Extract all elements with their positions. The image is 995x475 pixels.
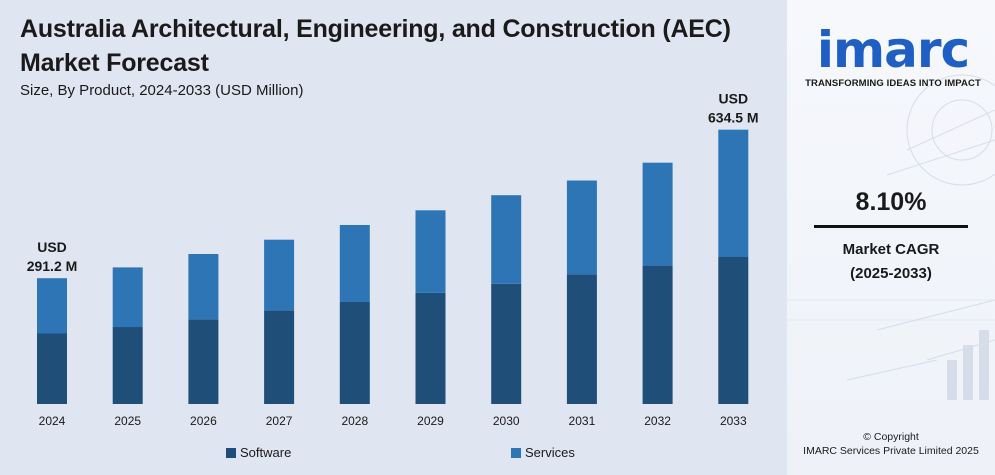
legend-swatch-software (226, 447, 236, 458)
bar-software-2024 (37, 333, 67, 404)
chart-panel: Australia Architectural, Engineering, an… (0, 0, 787, 475)
copyright-line1: © Copyright (863, 431, 919, 443)
legend-label-software: Software (240, 445, 292, 460)
x-tick-label: 2032 (644, 414, 671, 428)
bar-software-2033 (718, 257, 749, 404)
copyright-line2: IMARC Services Private Limited 2025 (803, 445, 979, 457)
bar-software-2027 (264, 310, 295, 404)
cagr-value: 8.10% (855, 188, 927, 216)
legend: Software Services (0, 445, 787, 465)
imarc-logo: imarc TRANSFORMING IDEAS INTO IMPACT (799, 24, 987, 94)
cagr-label-line2: (2025-2033) (850, 265, 932, 282)
chart-subtitle: Size, By Product, 2024-2033 (USD Million… (20, 82, 304, 99)
bar-services-2025 (112, 267, 143, 328)
bar-software-2029 (415, 292, 446, 404)
bar-software-2026 (188, 319, 219, 404)
legend-item-software: Software (226, 445, 291, 460)
bar-services-2030 (491, 195, 522, 284)
x-tick-label: 2033 (720, 414, 747, 428)
x-tick-label: 2027 (266, 414, 293, 428)
logo-wordmark: imarc (816, 21, 970, 79)
bar-software-2031 (566, 274, 597, 404)
bar-services-2033 (718, 129, 749, 257)
bar-software-2032 (642, 265, 673, 404)
cagr-label-line1: Market CAGR (842, 241, 940, 258)
x-tick-label: 2025 (114, 414, 141, 428)
bar-services-2032 (642, 162, 673, 266)
bar-software-2025 (112, 327, 143, 404)
background-decoration (787, 74, 995, 400)
bar-software-2030 (491, 283, 522, 404)
x-tick-label: 2028 (341, 414, 368, 428)
copyright: © Copyright IMARC Services Private Limit… (787, 430, 995, 458)
total-label-2024: USD (37, 239, 67, 255)
x-tick-label: 2031 (569, 414, 596, 428)
logo-tagline: TRANSFORMING IDEAS INTO IMPACT (805, 78, 981, 89)
chart-title: Australia Architectural, Engineering, an… (20, 15, 731, 77)
side-panel: imarc TRANSFORMING IDEAS INTO IMPACT 8.1… (787, 0, 995, 475)
cagr-label: Market CAGR (2025-2033) (787, 238, 995, 286)
legend-swatch-services (511, 447, 521, 458)
x-tick-label: 2029 (417, 414, 444, 428)
bar-services-2029 (415, 210, 446, 293)
bar-services-2024 (37, 278, 67, 334)
total-label-2033: USD (719, 91, 749, 107)
total-label-2024: 291.2 M (27, 258, 78, 274)
x-tick-label: 2026 (190, 414, 217, 428)
cagr-divider (814, 225, 968, 228)
bar-services-2026 (188, 254, 219, 320)
x-tick-label: 2024 (39, 414, 66, 428)
bar-services-2031 (566, 180, 597, 275)
bar-chart: 2024 2025 2026 2027 2028 2029 2030 2031 2032 2033… (27, 91, 759, 428)
bar-software-2028 (339, 302, 370, 404)
bar-services-2027 (264, 239, 295, 311)
total-label-2033: 634.5 M (708, 110, 759, 126)
bar-services-2028 (339, 225, 370, 302)
legend-item-services: Services (511, 445, 575, 460)
legend-label-services: Services (525, 445, 575, 460)
x-tick-label: 2030 (493, 414, 520, 428)
